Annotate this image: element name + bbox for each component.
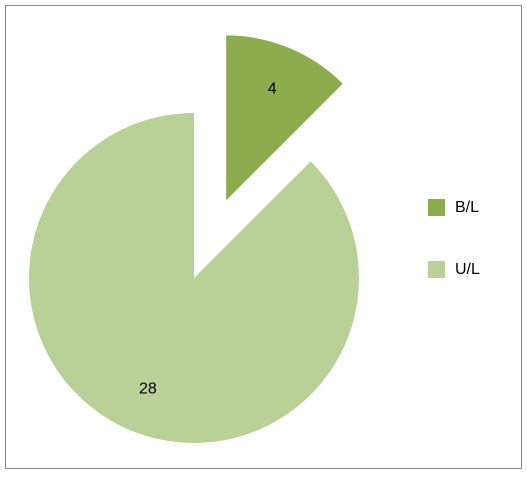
data-label: 4 [268,80,277,97]
legend-label: B/L [455,199,479,216]
legend-label: U/L [455,261,480,278]
pie-slice [226,35,343,201]
data-label: 28 [139,381,157,398]
pie-slice [28,113,360,443]
legend-swatch [428,199,445,216]
legend-swatch [428,261,445,278]
